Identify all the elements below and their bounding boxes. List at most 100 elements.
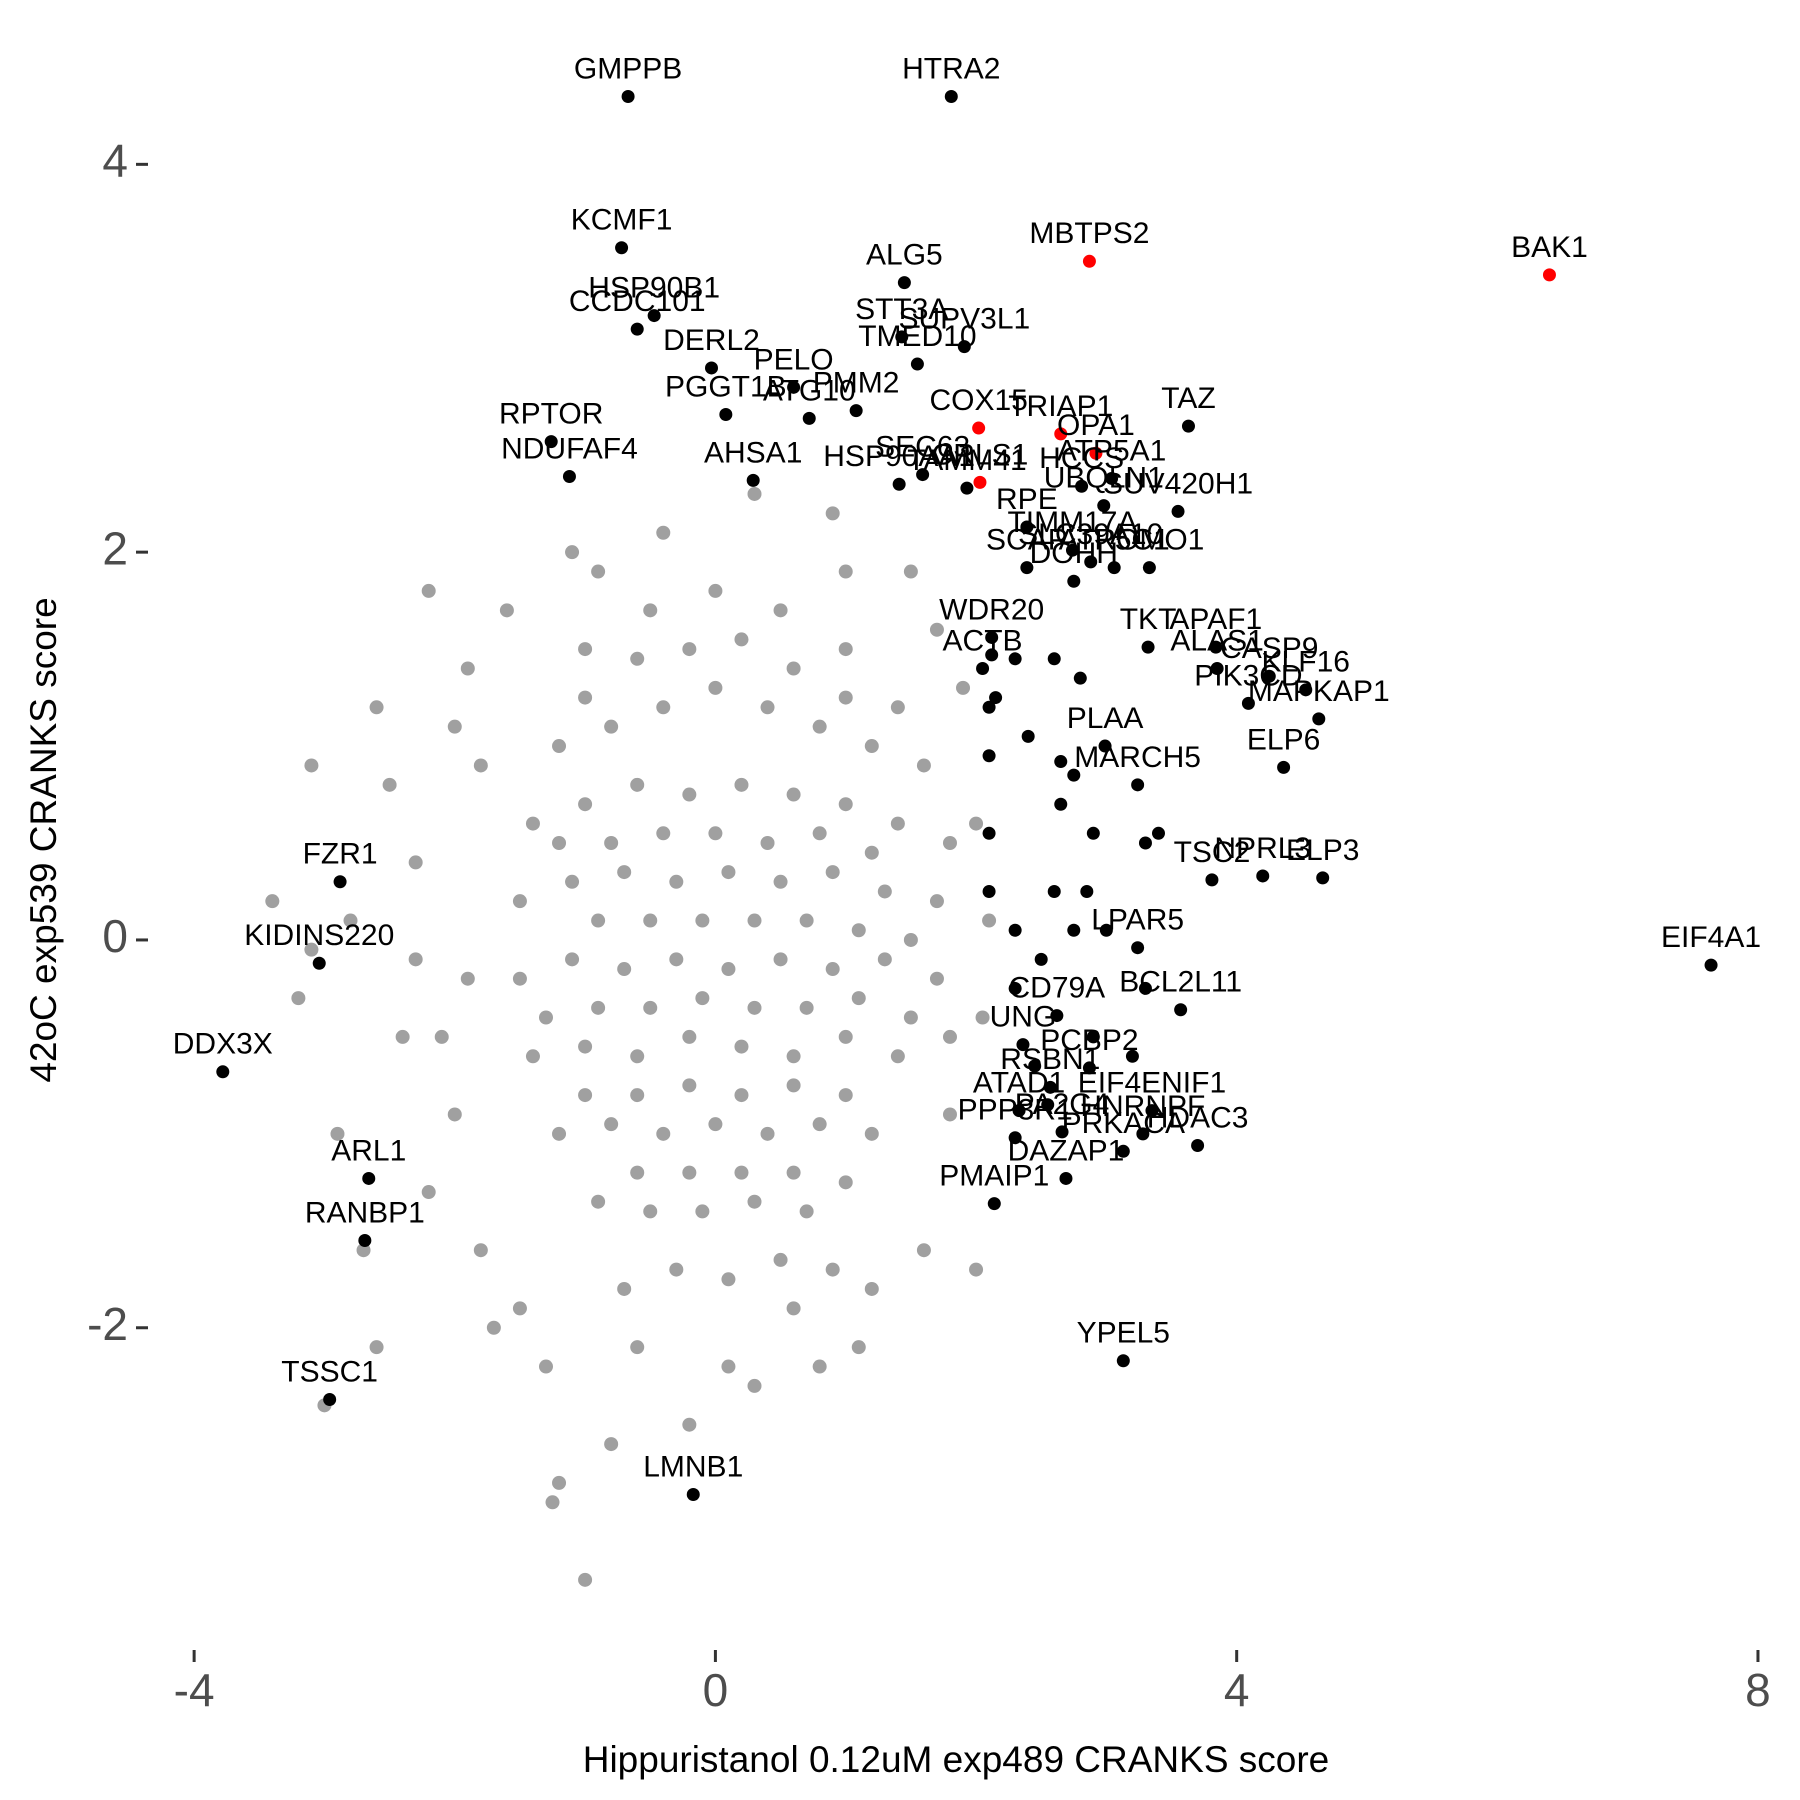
point [604,836,619,850]
point [1209,640,1223,654]
point [1542,268,1556,282]
point-label: TKT [1120,603,1177,636]
point [708,680,723,695]
point [617,962,632,977]
point [747,1194,762,1209]
point-label: CD79A [1008,971,1105,1004]
point-label: ATAD1 [973,1067,1065,1100]
point-label: PELO [754,343,834,376]
point [864,1126,879,1141]
point-label: HSP90B1 [588,272,720,305]
point-label: NDUFAF4 [501,432,638,465]
point-label: YPEL5 [1077,1317,1170,1350]
point [942,836,957,850]
point-label: CASP9 [1220,632,1318,665]
point-label: ATG10 [763,374,856,407]
point [395,1029,410,1044]
point [799,913,814,928]
point [1105,471,1119,485]
point-label: KCMF1 [571,204,673,237]
point [447,719,462,734]
point [721,1272,736,1287]
point [895,330,909,344]
point [760,836,775,850]
point [1059,1171,1073,1185]
point [1020,520,1034,534]
point [304,942,319,957]
point-label: ATP5C1 [1059,524,1170,557]
point [708,583,723,598]
point [944,89,958,103]
point [1138,836,1152,850]
point [647,309,661,323]
point-label: PPP3R1 [958,1094,1073,1127]
point [838,1088,853,1103]
point [982,884,996,898]
point [786,1049,801,1064]
point [1047,652,1061,666]
point [1008,1131,1022,1145]
point [838,690,853,705]
point [358,1234,372,1247]
point-label: RPTOR [499,398,603,431]
point [972,421,986,435]
point [656,700,671,715]
point-label: RANBP1 [305,1196,425,1229]
point [812,1359,827,1374]
point [1151,826,1165,840]
point [408,855,423,870]
point [916,758,931,773]
point [304,758,319,773]
point [656,1126,671,1141]
point-label: TAZ [1161,382,1215,415]
point [890,700,905,715]
point [434,1029,449,1044]
point [604,1117,619,1132]
point [890,1049,905,1064]
point-label: HSP90AA1 [823,440,975,473]
point [903,932,918,947]
point-label: ELP6 [1247,723,1320,756]
point [1047,884,1061,898]
point [682,787,697,802]
point [849,404,863,418]
point [708,1117,723,1132]
point-label: DDX3X [173,1028,273,1061]
point [604,1437,619,1452]
point [323,1393,337,1406]
point [265,894,280,909]
point [799,1000,814,1015]
point [486,1320,501,1335]
point [1065,543,1079,557]
point [1125,1049,1139,1063]
point [1067,923,1081,937]
point [512,971,527,986]
point [704,361,718,375]
point-label: RPE [996,483,1058,516]
point [578,690,593,705]
y-tick-label: 4 [102,134,128,186]
point [512,1301,527,1316]
point [799,1204,814,1219]
point [356,1243,371,1258]
point [1142,561,1156,575]
point [1050,1009,1064,1023]
point [591,1194,606,1209]
point [552,1126,567,1141]
point [892,477,906,491]
point-label: TAMM41 [907,444,1026,477]
point [630,1165,645,1180]
x-tick-label: 8 [1745,1664,1771,1716]
point-label: TSSC1 [281,1355,378,1388]
point [786,787,801,802]
point [421,1185,436,1200]
point-label: COX15 [929,384,1027,417]
point [1205,873,1219,887]
point [747,486,762,501]
point-label: SEC63 [875,431,970,464]
point-label: PCBP2 [1040,1024,1138,1057]
point [562,470,576,484]
point [975,1010,990,1025]
point [1075,479,1089,493]
